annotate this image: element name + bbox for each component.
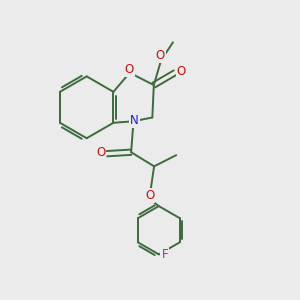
Text: O: O (96, 146, 105, 159)
Text: O: O (177, 65, 186, 78)
Text: N: N (130, 114, 139, 127)
Text: O: O (145, 189, 154, 202)
Text: O: O (124, 63, 134, 76)
Text: F: F (161, 248, 168, 262)
Text: O: O (155, 49, 164, 62)
